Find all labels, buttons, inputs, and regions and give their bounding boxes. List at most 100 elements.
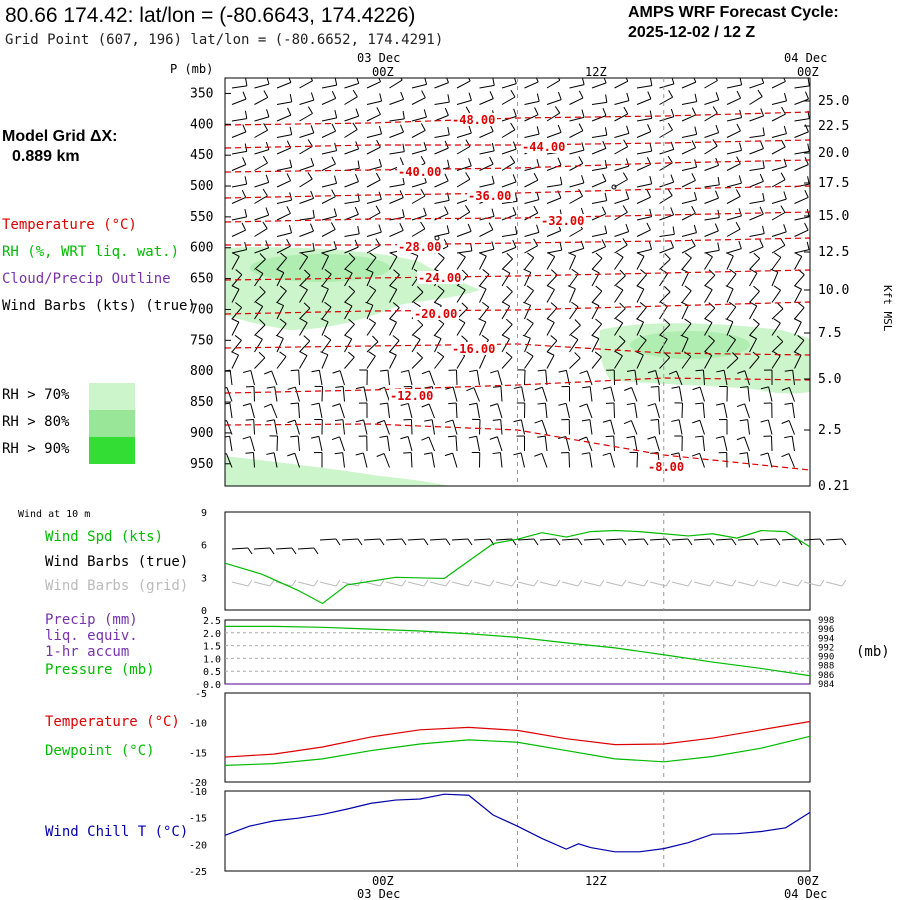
wind-barb-252	[636, 229, 651, 237]
wind-barb-11	[479, 84, 495, 89]
isotherm-label-10: -8.00	[648, 460, 684, 474]
wind-barb-flag-369	[344, 301, 353, 307]
wind-barb-flag-154	[783, 158, 787, 167]
height-tick-4: 15.0	[818, 209, 849, 224]
wind-barb-482	[545, 370, 548, 386]
wind-barb-flag-51	[805, 91, 809, 100]
bottom-date-04dec: 04 Dec	[784, 887, 827, 900]
wind-barb-flag-8	[424, 78, 428, 85]
wind-barb-flag-297	[478, 252, 487, 257]
wind-barb-511	[610, 386, 615, 402]
wind-barb-flag-228	[691, 205, 696, 214]
wind-barb-flag-416	[234, 335, 242, 341]
wind-barb-101	[749, 134, 765, 138]
barb10-true-flag-23	[753, 538, 759, 546]
wind-barb-621	[746, 452, 750, 468]
barb10-true-11	[473, 538, 491, 541]
windchill-line	[224, 793, 811, 853]
wind-barb-flag-208	[244, 208, 248, 217]
pressure-y2tick-4: 992	[818, 643, 834, 653]
wind-barb-534	[544, 403, 548, 419]
wind-barb-377	[524, 305, 532, 320]
wind-barb-80	[276, 134, 292, 138]
page-title: 80.66 174.42: lat/lon = (-80.6643, 174.4…	[5, 4, 416, 27]
wind-barb-69	[614, 113, 628, 122]
wind-barb-flag-379	[571, 301, 579, 308]
wind-barb-flag-511	[603, 386, 612, 390]
wind-barb-flag-417	[255, 334, 263, 340]
wind-barb-flag-436	[680, 334, 689, 339]
wind-barb-flag-210	[286, 206, 291, 214]
wind-barb-591	[654, 436, 660, 452]
wind-barb-flag-253	[672, 226, 675, 235]
wind-barb-18	[636, 85, 652, 89]
wind-barb-122	[636, 150, 652, 155]
wind-barb-142	[501, 162, 515, 171]
wind-barb-182	[231, 196, 246, 204]
isotherm-label-4: -32.00	[541, 214, 584, 228]
wind-barb-489	[702, 370, 705, 386]
wind-barb-flag-303	[616, 252, 624, 258]
barb10-grid-flag-9	[445, 579, 451, 587]
wind-barb-205	[749, 200, 765, 204]
wind-barb-25	[794, 85, 810, 89]
wind-barb-336	[771, 271, 779, 287]
wind-barb-248	[546, 230, 562, 237]
wind-barb-flag-398	[416, 319, 424, 326]
wind-barb-523	[297, 403, 300, 419]
wind-barb-359	[704, 289, 713, 303]
wind-barb-571	[788, 420, 795, 435]
wind-barb-327	[569, 273, 579, 287]
wind-barb-flag-46	[694, 93, 698, 102]
wind-barb-388	[771, 308, 784, 320]
wind-barb-65	[524, 114, 539, 122]
wind-barb-88	[456, 132, 472, 138]
wind-barb-flag-68	[602, 108, 607, 116]
wind-barb-604	[362, 452, 368, 468]
wind-barb-368	[321, 306, 332, 320]
wind-barb-flag-418	[275, 334, 284, 339]
barb10-grid-17	[605, 581, 623, 587]
pressure-tick-800: 800	[190, 364, 213, 379]
wind-barb-flag-97	[667, 122, 673, 131]
isotherm-label-bg-4	[540, 214, 586, 227]
wind-barb-567	[699, 420, 705, 435]
wind-barb-178	[726, 182, 742, 188]
wind-barb-132	[276, 166, 292, 171]
wind-barb-flag-421	[344, 334, 353, 340]
wind-barb-flag-313	[255, 268, 264, 274]
wind-barb-43	[614, 100, 630, 105]
wind-barb-flag-108	[334, 142, 338, 151]
wind-barb-154	[771, 165, 787, 171]
wind-barb-271	[479, 248, 495, 254]
wind-barb-flag-547	[245, 419, 254, 421]
ytick-3-0: -20	[189, 778, 207, 789]
wind-barb-10	[456, 80, 471, 89]
wind-barb-514	[678, 386, 683, 402]
wind-barb-78	[231, 131, 247, 138]
wind-barb-flag-549	[287, 419, 296, 424]
wind-barb-151	[704, 164, 719, 171]
wind-barb-180	[771, 179, 786, 188]
wind-barb-flag-256	[735, 222, 741, 230]
wind-barb-351	[524, 290, 534, 303]
wind-barb-flag-47	[715, 92, 720, 101]
wind-barb-flag-345	[389, 285, 398, 290]
wind-barb-flag-334	[729, 268, 737, 275]
barb10-true-27	[825, 538, 843, 541]
wind-barb-flag-521	[242, 403, 251, 407]
wind-barb-330	[636, 274, 648, 287]
wind-barb-608	[452, 453, 458, 468]
wind-barb-flag-133	[310, 157, 315, 166]
barb10-grid-flag-12	[511, 579, 517, 587]
wind-barb-152	[726, 163, 741, 171]
label-temperature: Temperature (°C)	[45, 714, 180, 730]
wind-barb-flag-317	[345, 268, 353, 274]
wind-barb-478	[455, 369, 458, 386]
label-dewpoint: Dewpoint (°C)	[45, 743, 155, 759]
wind-barb-flag-55	[307, 106, 313, 114]
wind-barb-flag-287	[259, 253, 266, 260]
wind-barb-614	[589, 452, 593, 468]
wind-barb-flag-615	[602, 452, 611, 456]
wind-barb-263	[299, 250, 315, 254]
